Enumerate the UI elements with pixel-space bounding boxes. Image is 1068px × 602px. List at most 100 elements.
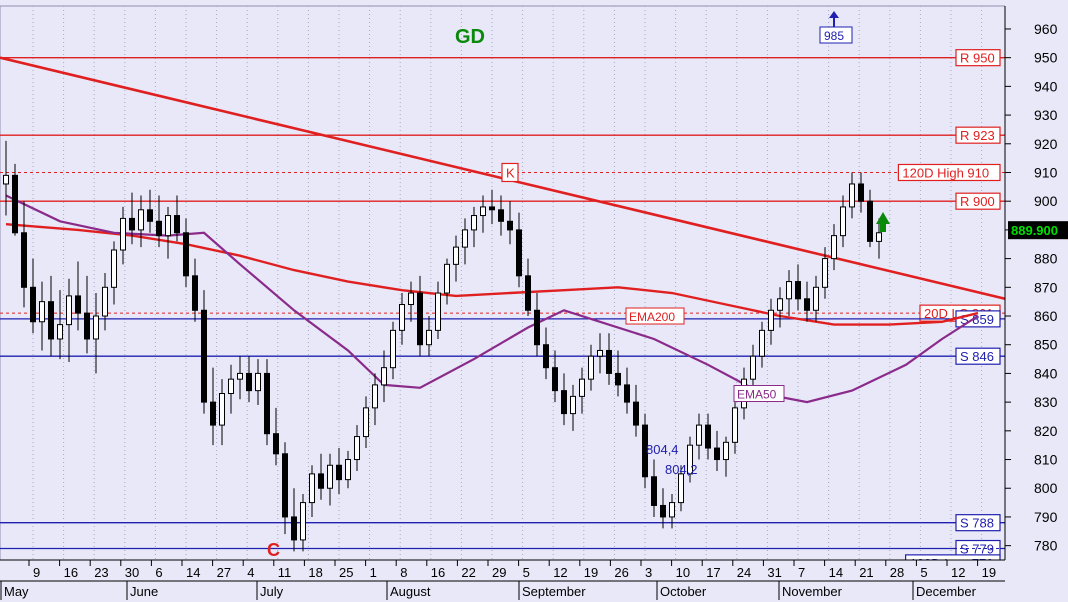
y-tick-label: 830 bbox=[1034, 394, 1058, 410]
x-tick-label: 7 bbox=[798, 565, 805, 580]
candle-body bbox=[750, 355, 756, 380]
y-tick-label: 810 bbox=[1034, 452, 1058, 468]
x-tick-label: 22 bbox=[461, 565, 475, 580]
candle-body bbox=[696, 424, 702, 446]
candle-body bbox=[192, 275, 198, 311]
y-tick-label: 880 bbox=[1034, 251, 1058, 267]
candle-body bbox=[633, 401, 639, 426]
up-arrow-icon bbox=[876, 212, 890, 232]
y-tick-label: 950 bbox=[1034, 50, 1058, 66]
candle-body bbox=[795, 281, 801, 300]
candle-body bbox=[408, 292, 414, 306]
candle-body bbox=[300, 502, 306, 541]
y-tick-label: 870 bbox=[1034, 279, 1058, 295]
level-label: S 846 bbox=[960, 349, 994, 364]
candle-body bbox=[273, 433, 279, 455]
level-label-box bbox=[897, 163, 1001, 182]
candle-body bbox=[498, 209, 504, 222]
candle-body bbox=[858, 183, 864, 202]
x-tick-label: 12 bbox=[951, 565, 965, 580]
level-label: 120D High 910 bbox=[902, 165, 989, 180]
candle-body bbox=[489, 206, 495, 211]
x-tick-label: 28 bbox=[890, 565, 904, 580]
x-tick-label: 27 bbox=[217, 565, 231, 580]
x-tick-label: 18 bbox=[308, 565, 322, 580]
x-tick-label: 8 bbox=[400, 565, 407, 580]
candle-body bbox=[561, 390, 567, 415]
candle-body bbox=[399, 304, 405, 331]
candle-body bbox=[876, 232, 882, 242]
y-tick-label: 930 bbox=[1034, 107, 1058, 123]
target-box bbox=[819, 26, 853, 44]
candle-body bbox=[867, 200, 873, 242]
level-label: R 923 bbox=[960, 128, 995, 143]
x-tick-label: 25 bbox=[339, 565, 353, 580]
y-tick-label: 820 bbox=[1034, 423, 1058, 439]
y-tick-label: 940 bbox=[1034, 78, 1058, 94]
candle-body bbox=[30, 286, 36, 323]
ema50-label-box bbox=[733, 385, 785, 403]
x-tick-label: 5 bbox=[523, 565, 530, 580]
y-tick-label: 850 bbox=[1034, 337, 1058, 353]
level-label-box bbox=[955, 49, 1001, 67]
candle-body bbox=[453, 246, 459, 265]
current-price-label: 889.900 bbox=[1011, 223, 1058, 238]
candle-body bbox=[345, 459, 351, 481]
candle-body bbox=[831, 235, 837, 260]
candle-body bbox=[75, 295, 81, 314]
x-tick-label: 19 bbox=[982, 565, 996, 580]
x-tick-label: 26 bbox=[614, 565, 628, 580]
candle-body bbox=[237, 372, 243, 380]
month-label: May bbox=[4, 584, 29, 599]
candle-body bbox=[336, 464, 342, 481]
candle-body bbox=[390, 329, 396, 369]
candle-body bbox=[246, 372, 252, 392]
level-label: R 900 bbox=[960, 194, 995, 209]
candle-body bbox=[138, 209, 144, 231]
y-tick-label: 900 bbox=[1034, 193, 1058, 209]
ema50-label: EMA50 bbox=[737, 388, 777, 402]
y-tick-label: 960 bbox=[1034, 21, 1058, 37]
y-tick-label: 910 bbox=[1034, 164, 1058, 180]
candle-body bbox=[363, 407, 369, 438]
candle-body bbox=[822, 258, 828, 288]
candle-body bbox=[48, 301, 54, 340]
y-tick-label: 780 bbox=[1034, 538, 1058, 554]
candle-body bbox=[372, 384, 378, 409]
candle-body bbox=[102, 286, 108, 317]
candle-body bbox=[210, 401, 216, 426]
x-tick-label: 16 bbox=[431, 565, 445, 580]
x-tick-label: 14 bbox=[829, 565, 843, 580]
candle-body bbox=[525, 275, 531, 311]
month-label: June bbox=[130, 584, 158, 599]
candle-body bbox=[840, 206, 846, 237]
candle-body bbox=[93, 315, 99, 340]
candle-body bbox=[444, 263, 450, 294]
level-label-box bbox=[955, 514, 1001, 532]
candle-body bbox=[66, 295, 72, 326]
target-arrow-head bbox=[829, 11, 839, 18]
candle-body bbox=[156, 220, 162, 237]
candle-body bbox=[651, 476, 657, 506]
candle-body bbox=[480, 206, 486, 217]
level-label: S 788 bbox=[960, 516, 994, 531]
x-tick-label: 1 bbox=[370, 565, 377, 580]
candle-body bbox=[120, 217, 126, 251]
candle-body bbox=[723, 441, 729, 461]
x-tick-label: 14 bbox=[186, 565, 200, 580]
candle-body bbox=[624, 384, 630, 403]
ema200-label-box bbox=[625, 307, 685, 325]
candle-body bbox=[201, 309, 207, 403]
candle-body bbox=[732, 407, 738, 443]
candle-body bbox=[534, 309, 540, 346]
gd-label: GD bbox=[455, 26, 485, 48]
candle-body bbox=[264, 372, 270, 435]
x-tick-label: 12 bbox=[553, 565, 567, 580]
annotations: GD C K EMA200 EMA50 804,4 804,2 985 bbox=[267, 11, 890, 560]
candle-body bbox=[57, 324, 63, 340]
x-tick-label: 24 bbox=[737, 565, 751, 580]
current-price-box bbox=[1008, 221, 1068, 240]
x-tick-label: 30 bbox=[125, 565, 139, 580]
